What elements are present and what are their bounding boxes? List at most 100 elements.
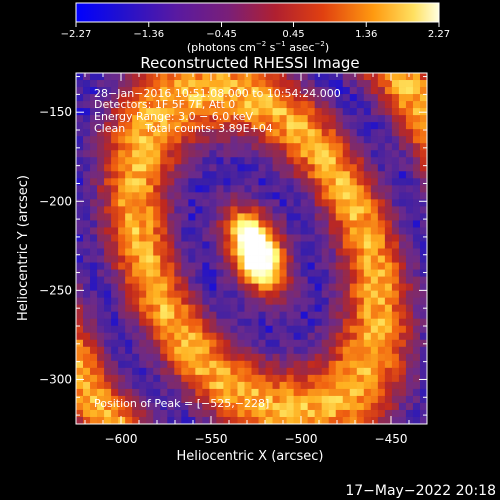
heatmap-cell [237,290,245,299]
heatmap-cell [181,227,189,235]
heatmap-cell [356,136,365,144]
heatmap-cell [237,143,245,151]
heatmap-cell [419,87,428,95]
heatmap-cell [272,395,280,404]
heatmap-cell [223,248,231,256]
heatmap-cell [195,255,203,263]
heatmap-cell [118,395,126,404]
heatmap-cell [286,402,295,411]
heatmap-cell [314,143,323,151]
heatmap-cell [167,122,175,130]
heatmap-cell [76,227,84,235]
heatmap-cell [216,164,224,172]
heatmap-cell [314,199,323,207]
heatmap-cell [321,136,330,144]
heatmap-cell [398,143,407,151]
heatmap-cell [223,87,231,95]
heatmap-cell [132,297,140,306]
heatmap-cell [125,192,133,200]
heatmap-cell [258,171,266,179]
heatmap-cell [195,402,203,411]
heatmap-cell [230,164,238,172]
heatmap-cell [90,332,98,341]
heatmap-cell [153,192,161,200]
heatmap-cell [216,199,224,207]
heatmap-cell [237,353,245,362]
heatmap-cell [335,164,344,172]
heatmap-cell [132,374,140,383]
heatmap-cell [293,311,302,320]
heatmap-cell [314,115,323,123]
heatmap-cell [342,80,351,88]
heatmap-cell [76,283,84,292]
heatmap-cell [230,360,238,369]
heatmap-cell [139,206,147,214]
heatmap-cell [412,367,421,376]
heatmap-cell [349,395,358,404]
heatmap-cell [377,157,386,165]
heatmap-cell [405,304,414,313]
heatmap-cell [321,416,330,425]
heatmap-cell [279,129,287,137]
heatmap-cell [223,367,231,376]
heatmap-cell [349,206,358,214]
heatmap-cell [139,108,147,116]
colorbar-ticks: −2.27 −1.36 −0.45 0.45 1.36 2.27 [61,22,450,40]
heatmap-cell [146,367,154,376]
heatmap-cell [293,115,302,123]
annotation-detectors: Detectors: 1F 5F 7F, Att 0 [94,98,235,111]
heatmap-cell [342,178,351,186]
heatmap-cell [188,290,196,299]
heatmap-cell [314,213,323,221]
heatmap-cell [258,269,266,277]
heatmap-cell [384,129,393,137]
heatmap-cell [111,290,119,299]
heatmap-cell [139,220,147,228]
heatmap-cell [97,220,105,228]
heatmap-cell [356,199,365,207]
heatmap-cell [125,255,133,263]
heatmap-cell [181,87,189,95]
heatmap-cell [419,353,428,362]
heatmap-cell [286,80,295,88]
heatmap-cell [160,304,168,313]
heatmap-cell [83,283,91,292]
heatmap-cell [370,115,379,123]
heatmap-cell [125,185,133,193]
heatmap-cell [209,108,217,116]
heatmap-cell [104,346,112,355]
heatmap-cell [293,304,302,313]
heatmap-cell [293,374,302,383]
heatmap-cell [76,332,84,341]
heatmap-cell [216,367,224,376]
heatmap-cell [265,381,273,390]
heatmap-cell [342,353,351,362]
heatmap-cell [293,199,302,207]
heatmap-cell [216,346,224,355]
heatmap-cell [244,388,252,397]
heatmap-cell [419,409,428,418]
heatmap-cell [363,325,372,334]
heatmap-cell [258,136,266,144]
heatmap-cell [118,402,126,411]
heatmap-cell [321,150,330,158]
heatmap-cell [342,374,351,383]
heatmap-cell [111,255,119,263]
heatmap-cell [391,311,400,320]
heatmap-cell [363,164,372,172]
heatmap-cell [314,416,323,425]
heatmap-cell [76,136,84,144]
heatmap-cell [132,213,140,221]
colorbar-tick-label: 2.27 [428,29,450,40]
heatmap-cell [293,87,302,95]
heatmap-cell [223,283,231,292]
heatmap-cell [286,241,295,249]
heatmap-cell [412,360,421,369]
heatmap-cell [132,311,140,320]
heatmap-cell [202,122,210,130]
heatmap-cell [153,374,161,383]
heatmap-cell [188,374,196,383]
heatmap-cell [160,136,168,144]
heatmap-cell [195,416,203,425]
heatmap-cell [377,395,386,404]
